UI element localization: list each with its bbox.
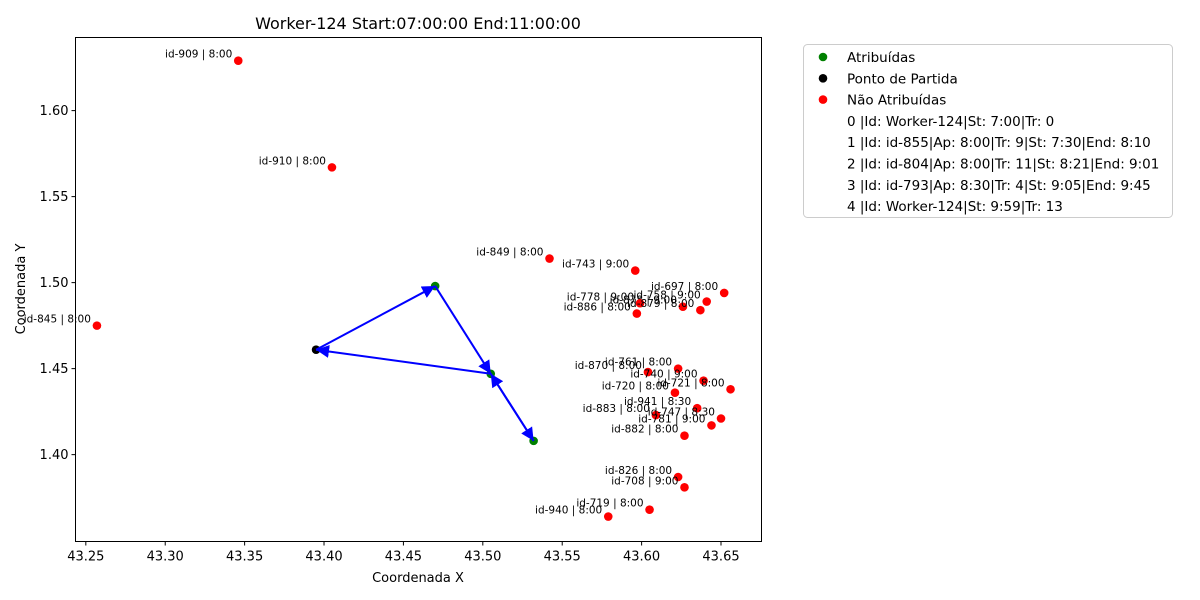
- unassigned-point: [545, 254, 554, 263]
- legend-marker: [818, 74, 828, 83]
- point-label: id-708 | 9:00: [611, 475, 678, 487]
- unassigned-point: [696, 305, 705, 315]
- unassigned-point: [630, 266, 640, 275]
- unassigned-point: [699, 376, 708, 385]
- x-axis-label: Coordenada X: [372, 571, 464, 586]
- unassigned-point: [678, 302, 688, 312]
- point-label: id-940 | 8:00: [535, 505, 602, 517]
- point-label: id-909 | 8:00: [165, 49, 232, 61]
- x-tick-label: 43.65: [702, 550, 739, 565]
- unassigned-point: [651, 410, 661, 420]
- legend-entry: 2 |Id: id-804|Ap: 8:00|Tr: 11|St: 8:21|E…: [847, 157, 1159, 173]
- legend-marker: [818, 95, 828, 104]
- y-tick-label: 1.40: [40, 448, 69, 463]
- legend-marker: [818, 52, 828, 62]
- y-axis-ticks: 1.40 1.45 1.50 1.55 1.60: [40, 104, 76, 463]
- point-label: id-883 | 8:00: [583, 403, 650, 415]
- point-label: id-870 | 8:00: [575, 360, 642, 372]
- unassigned-point: [635, 298, 645, 308]
- legend-box: [803, 44, 1173, 218]
- legend-entry: 0 |Id: Worker-124|St: 7:00|Tr: 0: [847, 114, 1054, 130]
- unassigned-point: [670, 388, 680, 398]
- point-label: id-761 | 8:00: [605, 357, 672, 369]
- x-tick-label: 43.35: [226, 550, 263, 565]
- route-arrow: [315, 285, 436, 351]
- point-label: id-849 | 8:00: [476, 247, 543, 259]
- plot-area: id-909 | 8:00 id-910 | 8:00 id-845 | 8:00 i…: [24, 49, 735, 521]
- x-tick-label: 43.30: [147, 550, 184, 565]
- legend-entry: 1 |Id: id-855|Ap: 8:00|Tr: 9|St: 7:30|En…: [847, 135, 1151, 151]
- point-label: id-758 | 9:00: [633, 290, 700, 302]
- y-tick-label: 1.45: [40, 362, 69, 377]
- point-label: id-826 | 8:00: [605, 465, 672, 477]
- legend-entry: Não Atribuídas: [847, 93, 946, 109]
- point-label: id-719 | 8:00: [576, 498, 643, 510]
- unassigned-point: [673, 364, 683, 373]
- legend: Atribuídas Ponto de Partida Não Atribuídas…: [803, 44, 1173, 218]
- unassigned-point: [327, 163, 337, 172]
- point-label: id-886 | 8:00: [564, 302, 631, 314]
- route-arrow: [434, 285, 492, 375]
- unassigned-point: [692, 403, 702, 413]
- y-tick-label: 1.55: [40, 190, 69, 205]
- unassigned-point: [707, 421, 716, 430]
- unassigned-point: [92, 321, 102, 330]
- x-axis-ticks: 43.25 43.30 43.35 43.40 43.45 43.50 43.55 43.60…: [67, 541, 740, 565]
- unassigned-point: [233, 56, 243, 66]
- y-tick-label: 1.60: [40, 104, 69, 119]
- x-tick-label: 43.55: [544, 550, 581, 565]
- point-label: id-747 | 8:30: [648, 407, 715, 419]
- unassigned-point: [673, 472, 683, 482]
- point-label: id-743 | 9:00: [562, 259, 629, 271]
- x-tick-label: 43.50: [464, 550, 501, 565]
- x-tick-label: 43.25: [67, 550, 104, 565]
- route-arrow: [315, 345, 491, 375]
- unassigned-point: [702, 297, 712, 306]
- legend-entry: Atribuídas: [847, 50, 915, 66]
- plot-frame: [75, 37, 762, 542]
- route-arrow: [489, 373, 535, 442]
- unassigned-point: [645, 505, 654, 514]
- point-label: id-740 | 9:00: [630, 369, 697, 381]
- legend-entry: 4 |Id: Worker-124|St: 9:59|Tr: 13: [847, 199, 1063, 215]
- x-tick-label: 43.60: [623, 550, 660, 565]
- unassigned-point: [680, 483, 689, 492]
- point-label: id-941 | 8:30: [624, 396, 691, 408]
- unassigned-point: [726, 384, 735, 394]
- y-tick-label: 1.50: [40, 276, 69, 291]
- x-tick-label: 43.45: [385, 550, 422, 565]
- legend-entry: Ponto de Partida: [847, 71, 958, 87]
- legend-entry: 3 |Id: id-793|Ap: 8:30|Tr: 4|St: 9:05|En…: [847, 178, 1151, 194]
- unassigned-point: [719, 288, 729, 298]
- unassigned-point: [643, 367, 653, 377]
- point-label: id-778 | 9:00: [567, 291, 634, 303]
- point-label: id-781 | 9:00: [638, 413, 705, 425]
- point-label: id-845 | 8:00: [24, 314, 91, 326]
- chart-title: Worker-124 Start:07:00:00 End:11:00:00: [255, 14, 581, 33]
- unassigned-point: [680, 431, 689, 441]
- point-label: id-879 | 8:00: [627, 298, 694, 310]
- point-label: id-882 | 8:00: [611, 424, 678, 436]
- unassigned-point: [632, 309, 642, 318]
- point-label: id-721 | 8:00: [657, 377, 724, 389]
- unassigned-point: [603, 512, 613, 521]
- point-label: id-720 | 8:00: [602, 381, 669, 393]
- x-tick-label: 43.40: [305, 550, 342, 565]
- point-label: id-910 | 8:00: [259, 155, 326, 167]
- y-axis-label: Coordenada Y: [14, 244, 29, 335]
- point-label: id-697 | 8:00: [651, 281, 718, 293]
- unassigned-point: [716, 414, 726, 423]
